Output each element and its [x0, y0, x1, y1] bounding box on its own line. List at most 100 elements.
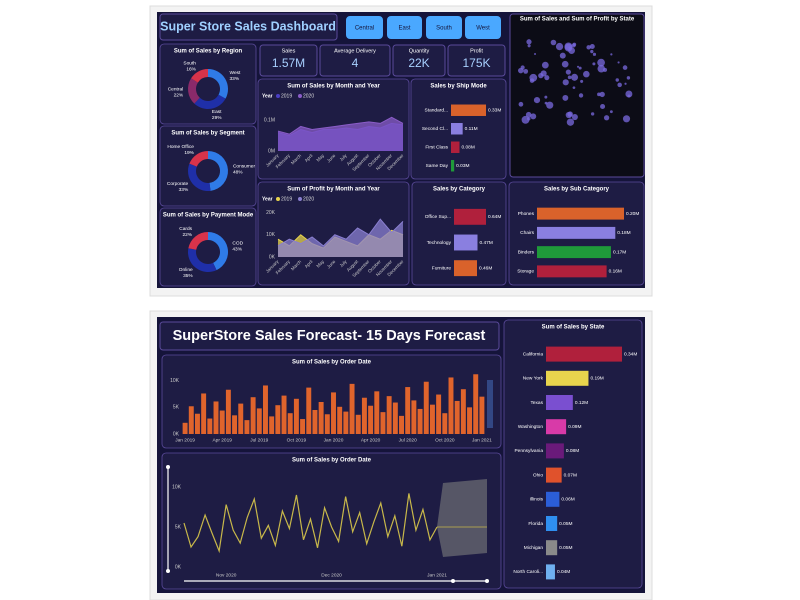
- value-label: 0.34M: [624, 351, 637, 357]
- bar: [405, 387, 411, 434]
- map-dot: [561, 60, 569, 68]
- slice-label: Cards: [179, 226, 192, 232]
- value-label: 0.47M: [480, 240, 493, 246]
- category-label: Illinois: [530, 497, 544, 503]
- category-label: Ohio: [533, 472, 543, 478]
- series-line: [183, 493, 438, 554]
- slicer-button[interactable]: [346, 16, 383, 39]
- bar: [361, 397, 367, 434]
- panel: [411, 181, 507, 286]
- donut-slice: [208, 231, 229, 271]
- title-box: [159, 321, 500, 351]
- kpi-label: Quantity: [409, 48, 430, 54]
- button-label[interactable]: West: [476, 26, 490, 32]
- legend-title: Year: [262, 93, 273, 99]
- bar: [374, 391, 380, 434]
- bar: [318, 402, 324, 434]
- y-tick-label: 10K: [266, 232, 276, 238]
- map-dot: [544, 75, 550, 81]
- bar: [546, 443, 564, 459]
- donut-slice: [189, 151, 208, 167]
- chart-title: Sales by Ship Mode: [430, 84, 487, 90]
- map-dot: [562, 79, 569, 86]
- region-slicer: Central East South West: [346, 16, 501, 39]
- value-label: 0.04M: [557, 569, 570, 575]
- x-tick-label: April: [304, 153, 314, 163]
- map-dot: [597, 58, 605, 67]
- kpi-label: Profit: [470, 48, 483, 54]
- y-tick-label: 5K: [175, 524, 182, 530]
- category-label: Second Cl...: [422, 126, 448, 132]
- button-label[interactable]: South: [436, 26, 452, 32]
- bar: [343, 411, 349, 434]
- bar: [546, 419, 567, 435]
- map-dot: [555, 42, 564, 51]
- value-label: 0.20M: [626, 211, 639, 217]
- value-label: 0.09M: [568, 424, 581, 430]
- map-dot: [592, 52, 597, 56]
- area-fill: [278, 117, 403, 151]
- bar: [368, 405, 374, 434]
- kpi-card: [319, 44, 391, 77]
- map-dot: [566, 118, 575, 126]
- bar: [349, 383, 355, 434]
- bar: [380, 412, 386, 434]
- forecast-band: [487, 380, 493, 428]
- slice-label: Home Office: [167, 144, 194, 150]
- x-tick-label: Apr 2020: [361, 437, 381, 443]
- map-dot: [617, 82, 622, 88]
- bar: [207, 418, 213, 434]
- title-box: [159, 13, 338, 41]
- category-label: Furniture: [432, 265, 452, 271]
- kpi-card: [392, 44, 446, 77]
- legend-swatch: [298, 197, 302, 201]
- bar: [219, 410, 225, 434]
- button-label[interactable]: East: [398, 26, 410, 32]
- map-panel: Sum of Sales and Sum of Profit by State: [509, 13, 645, 178]
- map-dot: [540, 70, 547, 77]
- kpi-value: 1.57M: [272, 56, 305, 70]
- bar: [546, 540, 558, 556]
- map-dot: [559, 52, 566, 59]
- map-dot: [550, 39, 557, 46]
- slice-label: West: [230, 70, 242, 76]
- bar: [451, 141, 460, 153]
- area-line: [277, 218, 404, 247]
- slice-value: 48%: [233, 170, 243, 176]
- panel: [503, 319, 643, 589]
- bar: [232, 415, 238, 434]
- slice-label: South: [183, 60, 196, 66]
- bar: [256, 408, 262, 434]
- slice-value: 16%: [186, 66, 196, 72]
- map-dot: [527, 117, 531, 121]
- bar: [454, 400, 460, 434]
- kpi-label: Sales: [282, 48, 296, 54]
- button-label[interactable]: Central: [355, 26, 374, 32]
- slice-value: 43%: [232, 247, 242, 253]
- kpi-value: 175K: [462, 56, 490, 70]
- slider-handle: [166, 569, 170, 573]
- value-label: 0.05M: [559, 521, 572, 527]
- bar: [442, 413, 448, 434]
- y-tick-label: 20K: [266, 210, 276, 216]
- slicer-button[interactable]: [387, 16, 422, 39]
- value-label: 0.08M: [461, 145, 474, 151]
- bar: [448, 377, 454, 434]
- slice-value: 19%: [184, 150, 194, 156]
- category-label: Technology: [427, 240, 452, 246]
- slicer-button[interactable]: [426, 16, 462, 39]
- map-title: Sum of Sales and Sum of Profit by State: [520, 17, 635, 23]
- donut-slice: [191, 69, 208, 83]
- map-dot: [527, 44, 531, 48]
- slicer-button[interactable]: [465, 16, 501, 39]
- map-dot: [624, 82, 627, 85]
- map-dot: [600, 103, 606, 110]
- x-tick-label: Jul 2020: [399, 437, 417, 443]
- x-tick-label: Oct 2020: [435, 437, 455, 443]
- kpi-card: [259, 44, 318, 77]
- value-label: 0.18M: [617, 230, 630, 236]
- map-dot: [583, 70, 590, 78]
- chart-title: Sum of Sales by Month and Year: [287, 84, 380, 90]
